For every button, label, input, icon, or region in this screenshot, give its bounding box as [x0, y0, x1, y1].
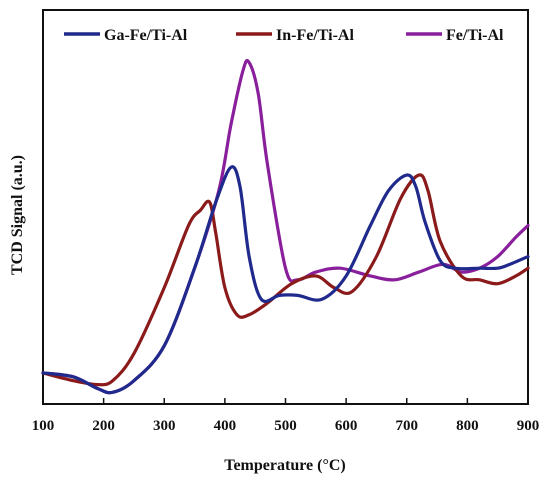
series-line-in-fe-ti-al [41, 173, 530, 387]
legend-label: Fe/Ti-Al [446, 27, 504, 44]
x-tick-label: 400 [214, 418, 237, 434]
y-axis-title: TCD Signal (a.u.) [9, 155, 26, 275]
legend: Ga-Fe/Ti-Al In-Fe/Ti-Al Fe/Ti-Al [64, 27, 504, 44]
plot-border [42, 9, 529, 405]
x-tick-label: 100 [32, 418, 55, 434]
series-line-ga-fe-ti-al [41, 165, 530, 395]
x-tick-label: 500 [274, 418, 297, 434]
x-tick-label: 300 [153, 418, 176, 434]
x-tick-label: 200 [92, 418, 115, 434]
x-axis-title: Temperature (°C) [224, 457, 345, 474]
series-line-fe-ti-al [41, 58, 530, 395]
x-tick-label: 900 [517, 418, 540, 434]
legend-label: In-Fe/Ti-Al [276, 27, 354, 44]
x-axis-ticks: 100 200 300 400 500 600 700 800 900 [32, 398, 540, 434]
x-tick-label: 800 [456, 418, 479, 434]
legend-label: Ga-Fe/Ti-Al [104, 27, 188, 44]
plot-frame [42, 9, 529, 405]
x-tick-label: 700 [396, 418, 419, 434]
series-layer [41, 58, 530, 395]
x-tick-label: 600 [335, 418, 358, 434]
